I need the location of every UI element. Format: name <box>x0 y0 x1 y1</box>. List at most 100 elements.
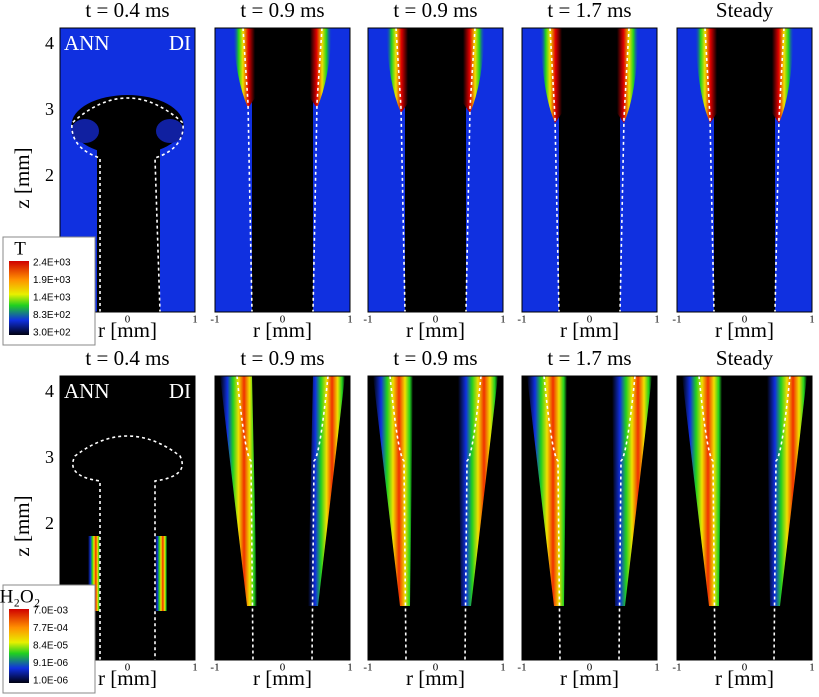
panel <box>521 27 658 313</box>
flame-front <box>72 435 183 660</box>
swirl <box>156 119 184 143</box>
cold-core <box>252 28 313 312</box>
panel-frame <box>521 27 658 313</box>
colorbar-tick-label: 2.4E+03 <box>33 258 71 269</box>
y-tick-label: 4 <box>45 33 54 53</box>
colorbar-tick-label: 1.0E-06 <box>33 676 68 687</box>
panel <box>367 375 504 661</box>
x-axis-label: r [mm] <box>715 666 774 690</box>
x-tick-label: 0 <box>433 314 439 326</box>
corner-label: DI <box>169 379 191 403</box>
h2o2-band <box>308 376 345 606</box>
flame <box>386 28 408 113</box>
panel-title: t = 0.9 ms <box>393 346 477 370</box>
flame <box>772 28 794 123</box>
x-axis-label: r [mm] <box>560 666 619 690</box>
x-tick-label: -1 <box>672 662 681 674</box>
x-axis-label: r [mm] <box>98 318 157 342</box>
x-tick-label: 1 <box>500 314 506 326</box>
colorbar-title: T <box>14 238 26 259</box>
panel <box>521 375 658 661</box>
y-tick-label: 3 <box>45 447 54 467</box>
x-tick-label: 0 <box>433 662 439 674</box>
flame-front <box>312 27 323 313</box>
h2o2-band <box>155 536 167 611</box>
colorbar-tick-label: 8.4E-05 <box>33 641 68 652</box>
x-tick-label: 0 <box>280 662 286 674</box>
h2o2-band <box>682 376 722 606</box>
x-tick-label: -1 <box>210 314 219 326</box>
panel-title: Steady <box>716 0 774 22</box>
x-tick-label: 0 <box>280 314 286 326</box>
x-tick-label: -1 <box>672 314 681 326</box>
swirl <box>71 119 99 143</box>
flame-front <box>698 375 716 661</box>
flame-front <box>389 375 407 661</box>
x-axis-label: r [mm] <box>406 318 465 342</box>
cold-core <box>405 28 466 312</box>
panel-title: t = 0.9 ms <box>240 0 324 22</box>
h2o2-band <box>527 376 567 606</box>
panel <box>367 27 504 313</box>
flame <box>617 28 639 123</box>
flame <box>463 28 485 113</box>
h2o2-band <box>612 376 652 606</box>
panel-title: t = 1.7 ms <box>547 346 631 370</box>
x-tick-label: 1 <box>809 314 815 326</box>
panel-frame <box>59 375 196 661</box>
x-tick-label: -1 <box>363 662 372 674</box>
colorbar <box>9 609 29 683</box>
y-tick-label: 2 <box>45 165 54 185</box>
panel <box>676 375 813 661</box>
colorbar-tick-label: 9.1E-06 <box>33 658 68 669</box>
flame-front <box>236 375 254 661</box>
panel <box>214 375 351 661</box>
corner-label: DI <box>169 31 191 55</box>
y-tick-label: 4 <box>45 381 54 401</box>
x-axis-label: r [mm] <box>253 318 312 342</box>
x-axis-label: r [mm] <box>253 666 312 690</box>
panel-frame <box>214 375 351 661</box>
x-tick-label: 1 <box>347 662 353 674</box>
panel-title: t = 0.9 ms <box>393 0 477 22</box>
colorbar <box>9 261 29 335</box>
flame-front <box>549 27 560 313</box>
flame-front <box>619 27 630 313</box>
panel-title: Steady <box>716 346 774 370</box>
x-tick-label: 0 <box>125 314 131 326</box>
vortex-cap <box>71 95 184 155</box>
x-axis-label: r [mm] <box>715 318 774 342</box>
x-tick-label: 1 <box>500 662 506 674</box>
flame-front <box>774 27 785 313</box>
colorbar-tick-label: 7.7E-04 <box>33 623 68 634</box>
flame-front <box>311 375 329 661</box>
panel <box>214 27 351 313</box>
cold-core <box>559 28 620 312</box>
flame-front <box>242 27 253 313</box>
cold-core <box>714 28 775 312</box>
h2o2-band <box>220 376 257 606</box>
y-tick-label: 3 <box>45 99 54 119</box>
flame-front <box>464 375 482 661</box>
h2o2-band <box>373 376 413 606</box>
colorbar-tick-label: 1.9E+03 <box>33 275 71 286</box>
colorbar-title: H₂O₂ <box>0 586 40 607</box>
flame-front <box>618 375 636 661</box>
y-tick-label: 2 <box>45 513 54 533</box>
flame-front <box>704 27 715 313</box>
x-tick-label: 0 <box>742 662 748 674</box>
panel-title: t = 1.7 ms <box>547 0 631 22</box>
corner-label: ANN <box>64 31 110 55</box>
panel-frame <box>676 27 813 313</box>
flame-front <box>71 97 184 313</box>
flame-front <box>773 375 791 661</box>
panel-frame <box>367 27 504 313</box>
x-tick-label: 1 <box>192 314 198 326</box>
panel-frame <box>676 375 813 661</box>
x-tick-label: 1 <box>347 314 353 326</box>
y-axis-label: z [mm] <box>10 147 34 208</box>
y-axis-label: z [mm] <box>10 495 34 556</box>
panel-frame <box>59 27 196 313</box>
x-tick-label: 1 <box>192 662 198 674</box>
